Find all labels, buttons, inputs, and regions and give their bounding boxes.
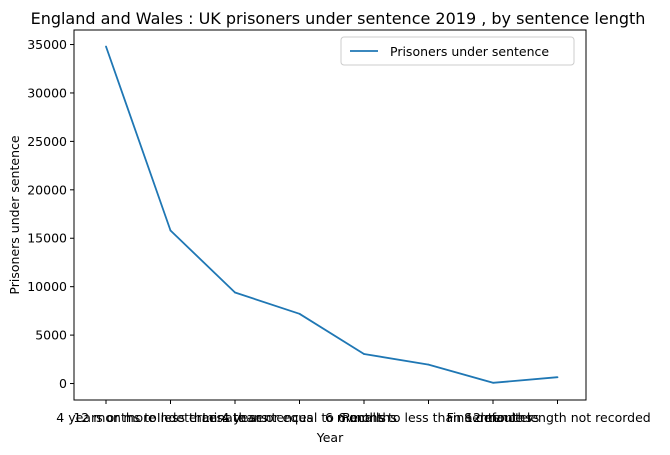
data-point: [234, 292, 236, 294]
data-point: [492, 382, 494, 384]
y-tick-label: 20000: [27, 182, 67, 197]
data-point: [170, 230, 172, 232]
y-axis-label: Prisoners under sentence: [7, 135, 22, 294]
chart-title: England and Wales : UK prisoners under s…: [31, 9, 646, 28]
y-tick-label: 30000: [27, 85, 67, 100]
y-tick-label: 0: [59, 376, 67, 391]
legend: Prisoners under sentence: [341, 37, 574, 65]
y-tick-label: 10000: [27, 279, 67, 294]
series-layer: [105, 46, 558, 384]
legend-label: Prisoners under sentence: [390, 44, 549, 59]
y-tick-label: 25000: [27, 134, 67, 149]
y-tick-label: 15000: [27, 231, 67, 246]
y-tick-label: 5000: [35, 328, 67, 343]
data-point: [428, 364, 430, 366]
x-axis-label: Year: [316, 430, 344, 445]
x-tick-label: Sentence length not recorded: [464, 410, 650, 425]
data-point: [299, 313, 301, 315]
plot-area: [74, 30, 586, 400]
data-point: [363, 353, 365, 355]
y-axis-ticks: 0 5000 10000 15000 20000 25000 30000 35000: [27, 37, 74, 391]
y-tick-label: 35000: [27, 37, 67, 52]
data-point: [557, 376, 559, 378]
data-point: [105, 46, 107, 48]
series-line: [106, 47, 558, 383]
